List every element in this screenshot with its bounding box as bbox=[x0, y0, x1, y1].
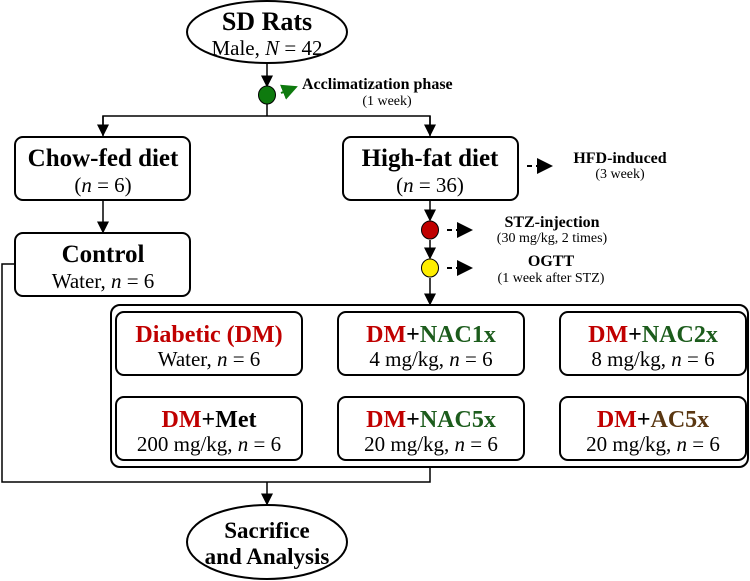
acclimatization-label: Acclimatization phase bbox=[302, 76, 453, 93]
start-title: SD Rats bbox=[222, 7, 312, 36]
group-box-frame bbox=[337, 311, 525, 376]
control-sub: Water, n = 6 bbox=[52, 269, 155, 293]
group-box-frame bbox=[115, 396, 303, 461]
high-fat-diet-box: High-fat diet (n = 36) bbox=[342, 136, 519, 201]
ogtt-dot bbox=[421, 258, 439, 278]
group-title: DM+Met bbox=[162, 407, 257, 433]
control-title: Control bbox=[62, 241, 145, 268]
group-dose: 20 mg/kg, n = 6 bbox=[364, 432, 498, 456]
group-dose: 8 mg/kg, n = 6 bbox=[591, 347, 714, 371]
group-box-frame bbox=[559, 396, 747, 461]
acclimatization-duration: (1 week) bbox=[362, 94, 412, 109]
group-box-frame bbox=[559, 311, 747, 376]
group-dose: 200 mg/kg, n = 6 bbox=[137, 432, 281, 456]
acclimatization-dot bbox=[258, 85, 276, 105]
chow-title: Chow-fed diet bbox=[28, 145, 179, 172]
group-title: DM+NAC1x bbox=[366, 322, 496, 348]
stz-dot bbox=[421, 220, 439, 240]
hfd-induced-duration: (3 week) bbox=[595, 167, 645, 182]
highfat-count: (n = 36) bbox=[396, 173, 464, 197]
group-dose: 4 mg/kg, n = 6 bbox=[369, 347, 492, 371]
group-box: Diabetic (DM)Water, n = 6 bbox=[115, 311, 303, 376]
chow-count: (n = 6) bbox=[74, 173, 131, 197]
group-title: Diabetic (DM) bbox=[135, 322, 282, 348]
control-box: Control Water, n = 6 bbox=[14, 232, 191, 297]
ogtt-label: OGTT bbox=[528, 253, 575, 270]
chow-fed-diet-box: Chow-fed diet (n = 6) bbox=[14, 136, 191, 201]
group-box-frame bbox=[337, 396, 525, 461]
group-box-frame bbox=[115, 311, 303, 376]
start-node-sd-rats: SD Rats Male, N = 42 bbox=[186, 0, 348, 64]
highfat-title: High-fat diet bbox=[362, 145, 499, 172]
end-node-sacrifice: Sacrifice and Analysis bbox=[186, 504, 348, 580]
stz-label: STZ-injection bbox=[504, 214, 599, 231]
group-title: DM+NAC5x bbox=[366, 407, 496, 433]
end-line1: Sacrifice bbox=[224, 518, 310, 543]
group-dose: 20 mg/kg, n = 6 bbox=[586, 432, 720, 456]
group-dose: Water, n = 6 bbox=[158, 347, 261, 371]
group-title: DM+NAC2x bbox=[588, 322, 718, 348]
end-line2: and Analysis bbox=[205, 544, 330, 569]
stz-detail: (30 mg/kg, 2 times) bbox=[497, 231, 608, 246]
group-title: DM+AC5x bbox=[597, 407, 709, 433]
ogtt-detail: (1 week after STZ) bbox=[498, 271, 605, 286]
start-subtitle: Male, N = 42 bbox=[211, 36, 322, 60]
hfd-induced-label: HFD-induced bbox=[573, 150, 666, 167]
connectors bbox=[1, 63, 553, 506]
